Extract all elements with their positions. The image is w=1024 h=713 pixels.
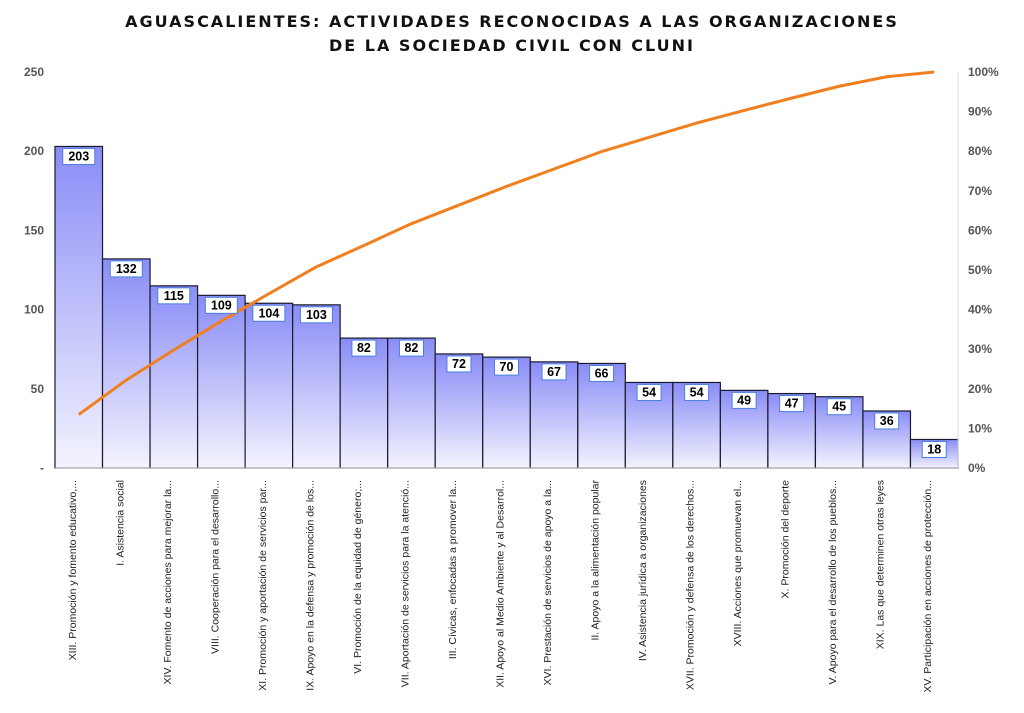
bar: [244, 302, 294, 469]
data-label: 109: [211, 298, 232, 312]
data-label: 66: [595, 366, 609, 380]
x-category-label: XIV. Fomento de acciones para mejorar la…: [162, 480, 174, 684]
data-label-box: [541, 363, 567, 381]
chart-title: AGUASCALIENTES: ACTIVIDADES RECONOCIDAS …: [0, 10, 1024, 58]
x-category-label: XIX. Las que determinen otras leyes: [875, 480, 887, 649]
x-category-label: II. Apoyo a la alimentación popular: [590, 480, 602, 641]
data-label-box: [62, 147, 96, 165]
y2-tick-label: 80%: [968, 144, 992, 158]
x-category-label: III. Cívicas, enfocadas a promover la...: [447, 480, 459, 659]
data-label-box: [398, 339, 424, 357]
bar: [196, 294, 246, 469]
data-label: 49: [737, 393, 751, 407]
data-label: 104: [258, 306, 279, 320]
y2-tick-label: 0%: [968, 461, 986, 475]
chart-title-line-1: AGUASCALIENTES: ACTIVIDADES RECONOCIDAS …: [125, 12, 899, 31]
chart-title-line-2: DE LA SOCIEDAD CIVIL CON CLUNI: [329, 36, 695, 55]
data-label: 72: [452, 357, 466, 371]
x-category-label: XV. Participación en acciones de protecc…: [922, 480, 934, 693]
data-label-box: [589, 364, 615, 382]
data-label: 54: [690, 385, 704, 399]
data-label-box: [636, 383, 662, 401]
data-label: 67: [547, 365, 561, 379]
y2-tick-label: 20%: [968, 382, 992, 396]
data-label: 132: [116, 262, 137, 276]
x-category-label: XI. Promoción y aportación de servicios …: [257, 480, 269, 691]
x-category-label: XVIII. Acciones que promuevan el...: [732, 480, 744, 646]
data-label-box: [351, 339, 377, 357]
data-label-box: [252, 304, 286, 322]
bar: [101, 258, 151, 469]
x-category-label: XVII. Promoción y defensa de los derecho…: [685, 480, 697, 690]
bar: [292, 304, 341, 469]
x-category-label: X. Promoción del deporte: [780, 480, 792, 599]
bar: [387, 337, 436, 469]
y2-tick-label: 90%: [968, 105, 992, 119]
y-tick-label: 100: [24, 303, 44, 317]
data-label-box: [157, 287, 191, 305]
data-label-box: [874, 412, 900, 430]
x-category-label: XVI. Prestación de servicios de apoyo a …: [542, 480, 554, 685]
data-label: 36: [880, 414, 894, 428]
y-tick-label: 150: [24, 223, 44, 237]
y-tick-label: 200: [24, 144, 44, 158]
y-tick-label: -: [40, 461, 44, 475]
y2-tick-label: 100%: [968, 65, 999, 79]
x-category-label: VI. Promoción de la equidad de género;..…: [352, 480, 364, 674]
data-label: 82: [357, 341, 371, 355]
data-label: 18: [927, 442, 941, 456]
data-label: 103: [306, 308, 327, 322]
y2-tick-label: 40%: [968, 303, 992, 317]
data-label-box: [204, 296, 238, 314]
data-label: 70: [500, 360, 514, 374]
data-label-box: [494, 358, 519, 376]
y2-tick-label: 70%: [968, 184, 992, 198]
data-label-box: [731, 391, 757, 409]
data-label-box: [109, 260, 143, 278]
y2-tick-label: 30%: [968, 342, 992, 356]
y2-tick-label: 60%: [968, 223, 992, 237]
y-tick-label: 50: [31, 382, 45, 396]
bar: [149, 285, 199, 469]
x-category-label: XII. Apoyo al Medio Ambiente y al Desarr…: [495, 480, 507, 688]
x-category-label: VII. Aportación de servicios para la ate…: [399, 480, 411, 687]
data-label: 82: [404, 341, 418, 355]
x-category-label: IX. Apoyo en la defensa y promoción de l…: [304, 480, 316, 691]
data-label-box: [779, 395, 805, 413]
x-category-label: IV. Asistencia jurídica a organizaciones: [637, 480, 649, 661]
x-category-label: VIII. Cooperación para el desarrollo...: [209, 480, 221, 654]
x-category-label: I. Asistencia social: [114, 480, 126, 566]
data-label-box: [299, 306, 333, 324]
data-label-box: [446, 355, 472, 373]
data-label: 47: [785, 397, 799, 411]
data-label: 54: [642, 385, 656, 399]
y2-tick-label: 10%: [968, 421, 992, 435]
y-tick-label: 250: [24, 65, 44, 79]
y2-tick-label: 50%: [968, 263, 992, 277]
data-label: 115: [164, 289, 184, 303]
data-label-box: [684, 383, 710, 401]
data-label-box: [921, 440, 947, 458]
bar: [339, 337, 389, 469]
data-label: 45: [832, 400, 846, 414]
x-category-label: XIII. Promoción y fomento educativo,...: [67, 480, 79, 660]
bar: [54, 145, 104, 469]
x-category-label: V. Apoyo para el desarrollo de los puebl…: [827, 480, 839, 685]
data-label-box: [826, 398, 852, 416]
data-label: 203: [68, 149, 89, 163]
